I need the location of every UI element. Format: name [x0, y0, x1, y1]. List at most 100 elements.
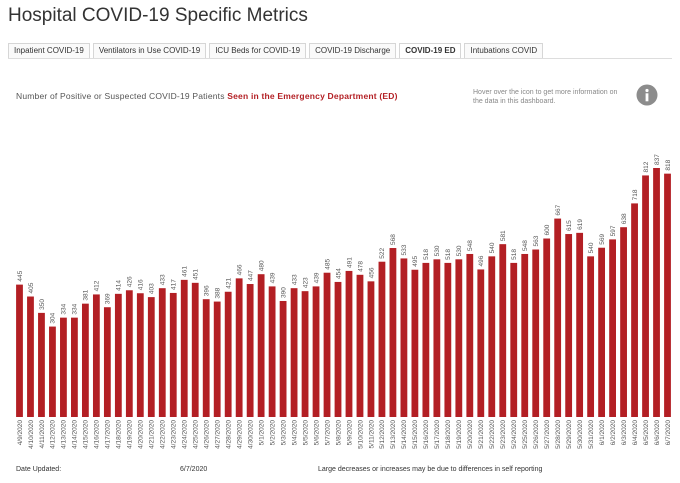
bar: [158, 288, 166, 417]
value-label: 837: [654, 154, 661, 165]
bar: [323, 272, 331, 417]
chart-title-emphasis: Seen in the Emergency Department (ED): [227, 91, 398, 101]
x-tick-label: 6/1/2020: [599, 420, 606, 446]
x-tick-label: 5/15/2020: [412, 420, 419, 449]
bar: [444, 262, 452, 417]
value-label: 439: [313, 272, 320, 283]
x-tick-label: 5/27/2020: [544, 420, 551, 449]
bar: [257, 274, 265, 417]
x-tick-label: 5/22/2020: [489, 420, 496, 449]
tab[interactable]: COVID-19 Discharge: [309, 43, 397, 58]
x-tick-label: 5/10/2020: [357, 420, 364, 449]
bar: [433, 259, 441, 417]
bar: [114, 293, 122, 417]
bar: [345, 270, 353, 417]
x-tick-label: 5/30/2020: [577, 420, 584, 449]
bar: [565, 234, 573, 417]
bar: [312, 286, 320, 417]
x-tick-label: 5/2/2020: [269, 420, 276, 446]
x-tick-label: 4/24/2020: [182, 420, 189, 449]
bar: [609, 239, 616, 417]
value-label: 433: [291, 274, 298, 285]
bar: [60, 317, 67, 417]
x-tick-label: 6/3/2020: [621, 420, 628, 446]
value-label: 396: [204, 285, 211, 296]
x-tick-label: 6/6/2020: [654, 420, 661, 446]
tab[interactable]: ICU Beds for COVID-19: [209, 43, 307, 58]
x-tick-label: 4/16/2020: [94, 420, 101, 449]
value-label: 491: [346, 257, 353, 268]
date-value: 6/7/2020: [180, 466, 208, 473]
bar: [213, 301, 221, 417]
bar: [400, 258, 408, 417]
value-label: 334: [72, 303, 79, 314]
x-tick-label: 5/25/2020: [522, 420, 529, 449]
value-label: 518: [423, 249, 430, 260]
bar: [290, 288, 298, 417]
tab[interactable]: COVID-19 ED: [399, 43, 462, 58]
bar: [521, 253, 529, 417]
value-label: 638: [621, 213, 628, 224]
bar: [268, 286, 276, 417]
bar: [147, 297, 155, 417]
bar: [642, 175, 649, 417]
value-label: 615: [566, 220, 573, 231]
x-tick-label: 5/9/2020: [346, 420, 353, 446]
info-icon[interactable]: [636, 84, 658, 106]
value-label: 581: [500, 230, 507, 241]
value-label: 563: [533, 235, 540, 246]
tab[interactable]: Intubations COVID: [464, 43, 544, 58]
value-label: 818: [665, 159, 672, 170]
value-label: 495: [412, 256, 419, 267]
x-tick-label: 4/19/2020: [127, 420, 134, 449]
bar: [620, 227, 627, 417]
value-label: 334: [61, 303, 68, 314]
bar: [653, 168, 660, 417]
bar: [27, 296, 34, 417]
x-tick-label: 5/6/2020: [313, 420, 320, 446]
value-label: 718: [632, 189, 639, 200]
bar: [598, 247, 606, 417]
bar: [576, 232, 584, 417]
bar: [532, 249, 540, 417]
value-label: 381: [83, 289, 90, 300]
bar: [103, 307, 111, 417]
x-tick-label: 5/4/2020: [291, 420, 298, 446]
value-label: 388: [214, 287, 221, 298]
tab[interactable]: Inpatient COVID-19: [8, 43, 90, 58]
value-label: 447: [247, 270, 254, 281]
value-label: 350: [39, 299, 46, 310]
value-label: 600: [544, 224, 551, 235]
bar: [81, 303, 89, 417]
x-tick-label: 4/27/2020: [214, 420, 221, 449]
x-tick-label: 5/19/2020: [456, 420, 463, 449]
footer-note: Large decreases or increases may be due …: [318, 466, 543, 473]
tab-bar: Inpatient COVID-19 Ventilators in Use COV…: [8, 43, 672, 59]
tab[interactable]: Ventilators in Use COVID-19: [92, 43, 207, 58]
bar: [136, 293, 144, 417]
x-tick-label: 5/17/2020: [434, 420, 441, 449]
bar: [664, 173, 671, 417]
value-label: 423: [302, 277, 309, 288]
x-tick-label: 5/14/2020: [401, 420, 408, 449]
page-title: Hospital COVID-19 Specific Metrics: [8, 5, 308, 26]
bar: [488, 256, 496, 417]
value-label: 496: [478, 255, 485, 266]
x-tick-label: 5/7/2020: [324, 420, 331, 446]
bar: [279, 300, 287, 417]
x-tick-label: 4/10/2020: [28, 420, 35, 449]
bar: [367, 281, 375, 417]
x-tick-label: 5/26/2020: [533, 420, 540, 449]
bar: [235, 278, 243, 417]
bar: [49, 326, 56, 417]
bar: [224, 291, 232, 417]
value-label: 530: [434, 245, 441, 256]
x-tick-label: 4/14/2020: [72, 420, 79, 449]
x-tick-label: 4/22/2020: [160, 420, 167, 449]
value-label: 390: [280, 287, 287, 298]
bar: [38, 312, 45, 417]
x-tick-label: 6/4/2020: [632, 420, 639, 446]
bar: [499, 244, 507, 417]
value-label: 480: [258, 260, 265, 271]
